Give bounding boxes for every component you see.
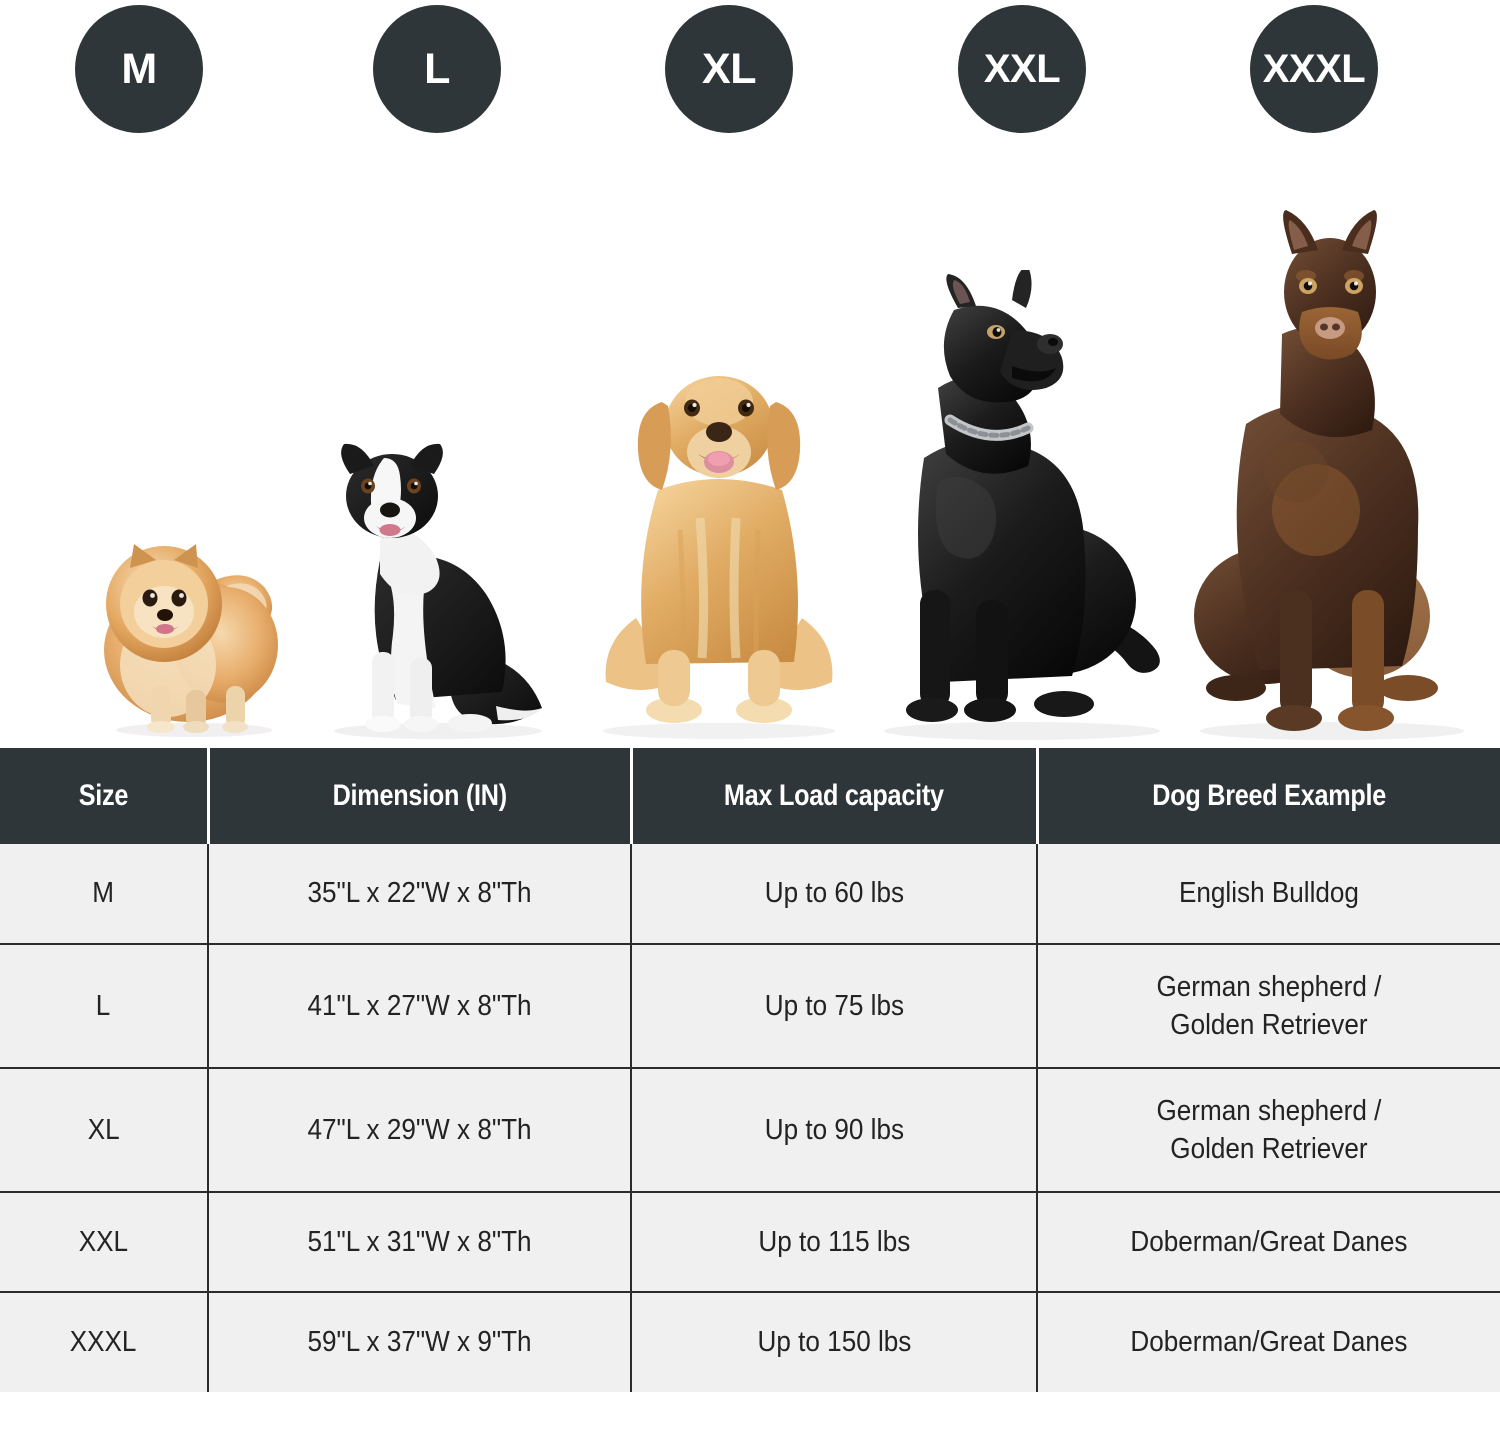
size-badge-xl: XL <box>665 5 793 133</box>
cell-dimension: 47"L x 29"W x 8"Th <box>208 1068 632 1193</box>
dog-lineup <box>0 130 1500 740</box>
dog-image-border-collie <box>318 440 562 740</box>
cell-max-load: Up to 90 lbs <box>631 1068 1038 1193</box>
cell-size: L <box>0 944 209 1069</box>
dog-image-doberman <box>1184 210 1480 740</box>
cell-max-load-value: Up to 75 lbs <box>764 989 904 1022</box>
cell-dog-breed: Doberman/Great Danes <box>1037 1292 1500 1392</box>
cell-dog-breed-value: English Bulldog <box>1179 877 1359 910</box>
size-badge-xxl: XXL <box>958 5 1086 133</box>
table-row: XL 47"L x 29"W x 8"Th Up to 90 lbs Germa… <box>0 1068 1500 1193</box>
size-badge-m-label: M <box>121 44 157 93</box>
column-header-size-label: Size <box>78 779 129 812</box>
size-badge-xl-label: XL <box>702 44 756 93</box>
dog-image-golden-retriever <box>588 350 850 740</box>
column-header-size: Size <box>0 748 210 844</box>
table-body: M 35"L x 22"W x 8"Th Up to 60 lbs Englis… <box>0 844 1500 1392</box>
cell-dimension-value: 41"L x 27"W x 8"Th <box>307 989 532 1022</box>
size-chart-table: Size Dimension (IN) Max Load capacity Do… <box>0 748 1500 1392</box>
cell-size-value: M <box>92 877 115 910</box>
table-header: Size Dimension (IN) Max Load capacity Do… <box>0 748 1500 844</box>
size-badge-m: M <box>75 5 203 133</box>
cell-dog-breed-value: German shepherd / Golden Retriever <box>1156 1094 1382 1165</box>
cell-size-value: XL <box>87 1113 120 1146</box>
size-badge-row: M L XL XXL XXXL <box>0 0 1500 140</box>
size-badge-l: L <box>373 5 501 133</box>
cell-dog-breed: Doberman/Great Danes <box>1037 1192 1500 1293</box>
size-badge-xxxl-label: XXXL <box>1262 47 1366 91</box>
cell-dimension-value: 35"L x 22"W x 8"Th <box>307 877 532 910</box>
cell-max-load-value: Up to 150 lbs <box>757 1326 911 1359</box>
column-header-dog-breed: Dog Breed Example <box>1037 748 1500 844</box>
cell-size-value: L <box>96 989 111 1022</box>
cell-max-load: Up to 60 lbs <box>631 844 1038 945</box>
cell-size: XXXL <box>0 1292 209 1392</box>
cell-dimension: 51"L x 31"W x 8"Th <box>208 1192 632 1293</box>
cell-size-value: XXL <box>78 1225 129 1258</box>
cell-size: M <box>0 844 209 945</box>
dog-image-pomeranian <box>76 530 306 740</box>
cell-dimension-value: 51"L x 31"W x 8"Th <box>307 1225 532 1258</box>
cell-max-load: Up to 75 lbs <box>631 944 1038 1069</box>
size-badge-xxxl: XXXL <box>1250 5 1378 133</box>
cell-dog-breed: German shepherd / Golden Retriever <box>1037 944 1500 1069</box>
cell-size: XXL <box>0 1192 209 1293</box>
dog-image-great-dane <box>862 270 1182 740</box>
cell-max-load: Up to 115 lbs <box>631 1192 1038 1293</box>
cell-size-value: XXXL <box>70 1326 137 1359</box>
cell-dimension: 41"L x 27"W x 8"Th <box>208 944 632 1069</box>
cell-dimension-value: 47"L x 29"W x 8"Th <box>307 1113 532 1146</box>
cell-max-load-value: Up to 60 lbs <box>764 877 904 910</box>
column-header-dog-breed-label: Dog Breed Example <box>1152 779 1387 812</box>
table-row: XXXL 59"L x 37"W x 9"Th Up to 150 lbs Do… <box>0 1292 1500 1392</box>
cell-max-load-value: Up to 115 lbs <box>758 1225 910 1258</box>
cell-size: XL <box>0 1068 209 1193</box>
cell-dog-breed: English Bulldog <box>1037 844 1500 945</box>
cell-max-load-value: Up to 90 lbs <box>764 1113 904 1146</box>
size-badge-l-label: L <box>424 44 450 93</box>
cell-dog-breed-value: Doberman/Great Danes <box>1130 1225 1408 1258</box>
cell-dog-breed: German shepherd / Golden Retriever <box>1037 1068 1500 1193</box>
column-header-dimension-label: Dimension (IN) <box>332 779 507 812</box>
table-row: M 35"L x 22"W x 8"Th Up to 60 lbs Englis… <box>0 844 1500 945</box>
cell-dimension: 59"L x 37"W x 9"Th <box>208 1292 632 1392</box>
table-header-row: Size Dimension (IN) Max Load capacity Do… <box>0 748 1500 844</box>
cell-dimension: 35"L x 22"W x 8"Th <box>208 844 632 945</box>
cell-max-load: Up to 150 lbs <box>631 1292 1038 1392</box>
column-header-dimension: Dimension (IN) <box>208 748 633 844</box>
cell-dog-breed-value: German shepherd / Golden Retriever <box>1156 970 1382 1041</box>
table-row: L 41"L x 27"W x 8"Th Up to 75 lbs German… <box>0 944 1500 1069</box>
cell-dimension-value: 59"L x 37"W x 9"Th <box>307 1326 532 1359</box>
cell-dog-breed-value: Doberman/Great Danes <box>1130 1326 1408 1359</box>
size-badge-xxl-label: XXL <box>983 47 1061 91</box>
table-row: XXL 51"L x 31"W x 8"Th Up to 115 lbs Dob… <box>0 1192 1500 1293</box>
column-header-max-load: Max Load capacity <box>631 748 1039 844</box>
column-header-max-load-label: Max Load capacity <box>724 779 944 812</box>
